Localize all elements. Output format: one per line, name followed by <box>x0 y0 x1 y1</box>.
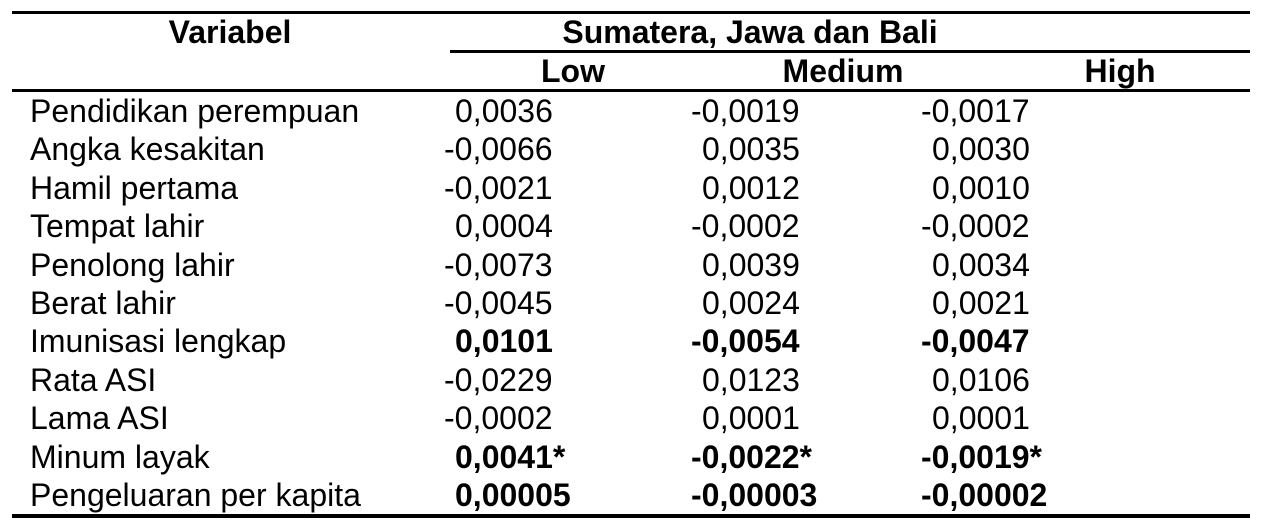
cell-medium: -0,0022* <box>691 438 812 475</box>
row-label: Imunisasi lengkap <box>30 323 287 360</box>
cell-high: 0,0010 <box>932 169 1030 206</box>
cell-low: 0,0036 <box>455 93 553 129</box>
cell-low: 0,00005 <box>455 476 571 513</box>
table-row: Berat lahir -0,0045 0,0024 0,0021 <box>12 284 1250 322</box>
column-header-variabel: Variabel <box>168 14 292 50</box>
cell-high: 0,0021 <box>932 284 1030 321</box>
table-row: Minum layak 0,0041* -0,0022* -0,0019* <box>12 438 1250 476</box>
cell-high: -0,0047 <box>921 323 1030 360</box>
column-header-high: High <box>1084 53 1156 89</box>
cell-low: -0,0229 <box>444 361 553 398</box>
cell-high: 0,0106 <box>932 361 1030 398</box>
cell-high: 0,0034 <box>932 246 1030 283</box>
table-top-rule <box>12 11 1250 14</box>
cell-low: -0,0073 <box>444 246 553 283</box>
cell-high: -0,0002 <box>921 208 1030 245</box>
table-row: Pendidikan perempuan 0,0036 -0,0019 -0,0… <box>12 92 1250 130</box>
table-row: Lama ASI -0,0002 0,0001 0,0001 <box>12 399 1250 437</box>
table-row: Penolong lahir -0,0073 0,0039 0,0034 <box>12 246 1250 284</box>
row-label: Rata ASI <box>30 361 157 398</box>
results-table: Variabel Sumatera, Jawa dan Bali Low Med… <box>12 11 1250 519</box>
subheader-rule <box>12 89 1250 92</box>
table-body: Pendidikan perempuan 0,0036 -0,0019 -0,0… <box>12 92 1250 514</box>
group-header-sumatera-jawa-bali: Sumatera, Jawa dan Bali <box>562 14 938 50</box>
row-label: Minum layak <box>30 438 210 475</box>
cell-high: -0,0017 <box>921 93 1030 129</box>
cell-low: -0,0021 <box>444 169 553 206</box>
table-row: Rata ASI -0,0229 0,0123 0,0106 <box>12 361 1250 399</box>
cell-medium: -0,0019 <box>691 93 800 129</box>
cell-high: -0,00002 <box>921 476 1048 513</box>
row-label: Pengeluaran per kapita <box>30 476 361 513</box>
cell-medium: -0,0054 <box>691 323 800 360</box>
cell-high: 0,0001 <box>932 400 1030 437</box>
cell-medium: 0,0001 <box>702 400 800 437</box>
cell-medium: -0,00003 <box>691 476 818 513</box>
cell-high: 0,0030 <box>932 131 1030 168</box>
cell-low: -0,0045 <box>444 284 553 321</box>
row-label: Lama ASI <box>30 400 169 437</box>
row-label: Angka kesakitan <box>30 131 265 168</box>
cell-low: -0,0002 <box>444 400 553 437</box>
row-label: Berat lahir <box>30 284 176 321</box>
cell-high: -0,0019* <box>921 438 1042 475</box>
table-row: Hamil pertama -0,0021 0,0012 0,0010 <box>12 169 1250 207</box>
cell-low: -0,0066 <box>444 131 553 168</box>
cell-medium: 0,0035 <box>702 131 800 168</box>
table-row: Imunisasi lengkap 0,0101 -0,0054 -0,0047 <box>12 322 1250 360</box>
cell-medium: 0,0012 <box>702 169 800 206</box>
column-header-medium: Medium <box>782 53 904 89</box>
group-header-rule <box>450 50 1250 53</box>
cell-low: 0,0041* <box>455 438 566 475</box>
cell-medium: 0,0123 <box>702 361 800 398</box>
row-label: Hamil pertama <box>30 169 239 206</box>
table-bottom-rule <box>12 514 1250 518</box>
cell-low: 0,0004 <box>455 208 553 245</box>
table-row: Tempat lahir 0,0004 -0,0002 -0,0002 <box>12 207 1250 245</box>
row-label: Penolong lahir <box>30 246 235 283</box>
cell-medium: -0,0002 <box>691 208 800 245</box>
row-label: Pendidikan perempuan <box>30 93 360 129</box>
cell-medium: 0,0024 <box>702 284 800 321</box>
table-row: Pengeluaran per kapita 0,00005 -0,00003 … <box>12 476 1250 514</box>
row-label: Tempat lahir <box>30 208 205 245</box>
table-row: Angka kesakitan -0,0066 0,0035 0,0030 <box>12 130 1250 168</box>
cell-medium: 0,0039 <box>702 246 800 283</box>
cell-low: 0,0101 <box>455 323 553 360</box>
column-header-low: Low <box>541 53 605 89</box>
